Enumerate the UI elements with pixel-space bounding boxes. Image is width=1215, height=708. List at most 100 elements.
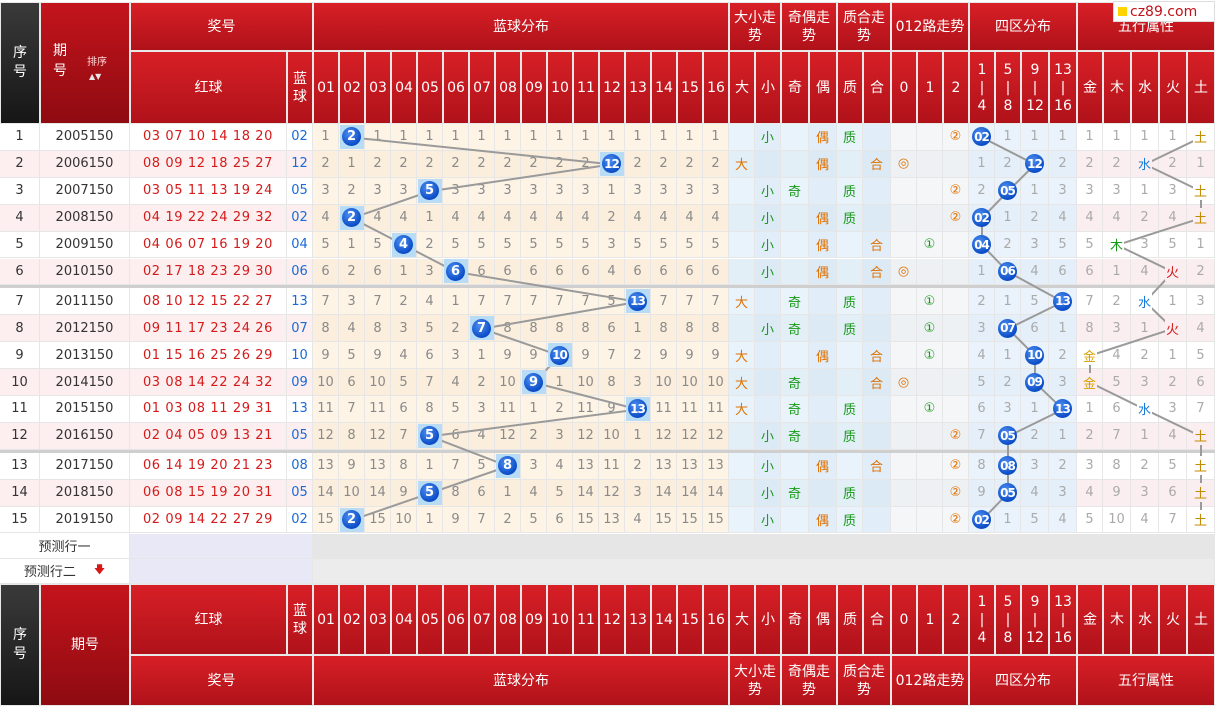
dist-cell: 3	[417, 258, 443, 286]
header-blue-num: 02	[339, 51, 365, 124]
row-blue-ball: 12	[287, 150, 313, 178]
site-logo[interactable]: cz89.com	[1113, 1, 1215, 22]
footer-zone-col: 13 | 16	[1049, 584, 1077, 655]
dist-cell: 4	[521, 479, 547, 507]
blue-ball-marker: 10	[550, 345, 569, 365]
zone-cell: 13	[1049, 288, 1077, 316]
zone-cell: 2	[995, 231, 1021, 259]
pc-cell	[863, 396, 891, 423]
row-issue[interactable]: 2006150	[40, 150, 130, 178]
zone-cell: 1	[969, 150, 995, 178]
predict-input-area[interactable]	[130, 558, 313, 584]
dist-cell: 15	[703, 506, 729, 534]
dist-cell: 1	[417, 452, 443, 480]
wx-cell: 金	[1077, 342, 1103, 370]
row-issue[interactable]: 2007150	[40, 177, 130, 205]
dist-cell: 2	[339, 204, 365, 232]
predict-grid[interactable]	[313, 558, 1215, 584]
road-cell	[917, 258, 943, 286]
header-issue[interactable]: 期号排序 ▲▼	[40, 2, 130, 124]
zone-cell: 5	[969, 369, 995, 396]
row-issue[interactable]: 2011150	[40, 288, 130, 316]
dist-cell: 12	[703, 422, 729, 450]
footer-zone-col: 5 | 8	[995, 584, 1021, 655]
oe-cell: 偶	[809, 342, 837, 370]
wx-cell: 1	[1103, 258, 1131, 286]
oe-cell: 奇	[781, 479, 809, 507]
dist-cell: 11	[651, 396, 677, 423]
wx-cell: 8	[1077, 315, 1103, 343]
row-blue-ball: 06	[287, 258, 313, 286]
dist-cell: 2	[547, 150, 573, 178]
bs-cell: 小	[755, 177, 781, 205]
zone-cell: 06	[995, 258, 1021, 286]
road-cell	[917, 369, 943, 396]
row-issue[interactable]: 2013150	[40, 342, 130, 370]
row-issue[interactable]: 2005150	[40, 124, 130, 151]
wx-cell: 4	[1077, 479, 1103, 507]
row-issue[interactable]: 2016150	[40, 422, 130, 450]
arrow-down-icon: 🡇	[93, 563, 106, 576]
pc-cell	[863, 204, 891, 232]
dist-cell: 7	[417, 369, 443, 396]
row-issue[interactable]: 2008150	[40, 204, 130, 232]
footer-road-col: 2	[943, 584, 969, 655]
zone-cell: 2	[995, 150, 1021, 178]
zone-cell: 2	[1049, 342, 1077, 370]
dist-cell: 6	[651, 258, 677, 286]
dist-cell: 3	[469, 177, 495, 205]
row-issue[interactable]: 2012150	[40, 315, 130, 343]
dist-cell: 11	[599, 452, 625, 480]
dist-cell: 10	[547, 342, 573, 370]
road-cell	[891, 177, 917, 205]
row-blue-ball: 05	[287, 479, 313, 507]
zone-cell: 2	[1049, 150, 1077, 178]
row-blue-ball: 07	[287, 315, 313, 343]
dist-cell: 8	[391, 452, 417, 480]
dist-cell: 5	[625, 231, 651, 259]
wx-cell: 2	[1103, 150, 1131, 178]
wuxing-hit: 木	[1108, 235, 1124, 255]
oe-cell	[809, 479, 837, 507]
dist-cell: 2	[443, 315, 469, 343]
predict-grid[interactable]	[313, 533, 1215, 559]
oe-cell: 偶	[809, 452, 837, 480]
bs-cell	[755, 150, 781, 178]
row-issue[interactable]: 2019150	[40, 506, 130, 534]
blue-hit-highlight: 10	[547, 343, 572, 368]
oe-cell: 偶	[809, 204, 837, 232]
oe-cell	[781, 204, 809, 232]
footer-primecomp: 质合走势	[837, 655, 891, 706]
header-pc-col: 合	[863, 51, 891, 124]
row-issue[interactable]: 2015150	[40, 396, 130, 423]
road-cell	[917, 422, 943, 450]
zone-cell: 6	[969, 396, 995, 423]
row-issue[interactable]: 2010150	[40, 258, 130, 286]
footer-issue: 期号	[40, 584, 130, 706]
row-issue[interactable]: 2014150	[40, 369, 130, 396]
footer-road-col: 0	[891, 584, 917, 655]
zone-cell: 07	[995, 315, 1021, 343]
predict-row-label[interactable]: 预测行二 🡇	[0, 558, 130, 584]
zone-cell: 4	[969, 342, 995, 370]
zone-cell: 13	[1049, 396, 1077, 423]
row-issue[interactable]: 2018150	[40, 479, 130, 507]
road-cell: ①	[917, 288, 943, 316]
pc-cell	[837, 258, 863, 286]
zone-cell: 1	[969, 258, 995, 286]
dist-cell: 3	[443, 177, 469, 205]
predict-row-label[interactable]: 预测行一	[0, 533, 130, 559]
road-cell	[943, 150, 969, 178]
blue-ball-marker: 5	[420, 483, 439, 503]
blue-ball-marker: 13	[628, 291, 647, 311]
dist-cell: 5	[417, 177, 443, 205]
oe-cell	[781, 342, 809, 370]
oe-cell: 偶	[809, 506, 837, 534]
road-cell	[917, 150, 943, 178]
row-issue[interactable]: 2017150	[40, 452, 130, 480]
dist-cell: 5	[547, 231, 573, 259]
dist-cell: 6	[521, 258, 547, 286]
wuxing-hit: 金	[1081, 345, 1097, 365]
row-issue[interactable]: 2009150	[40, 231, 130, 259]
predict-input-area[interactable]	[130, 533, 313, 559]
